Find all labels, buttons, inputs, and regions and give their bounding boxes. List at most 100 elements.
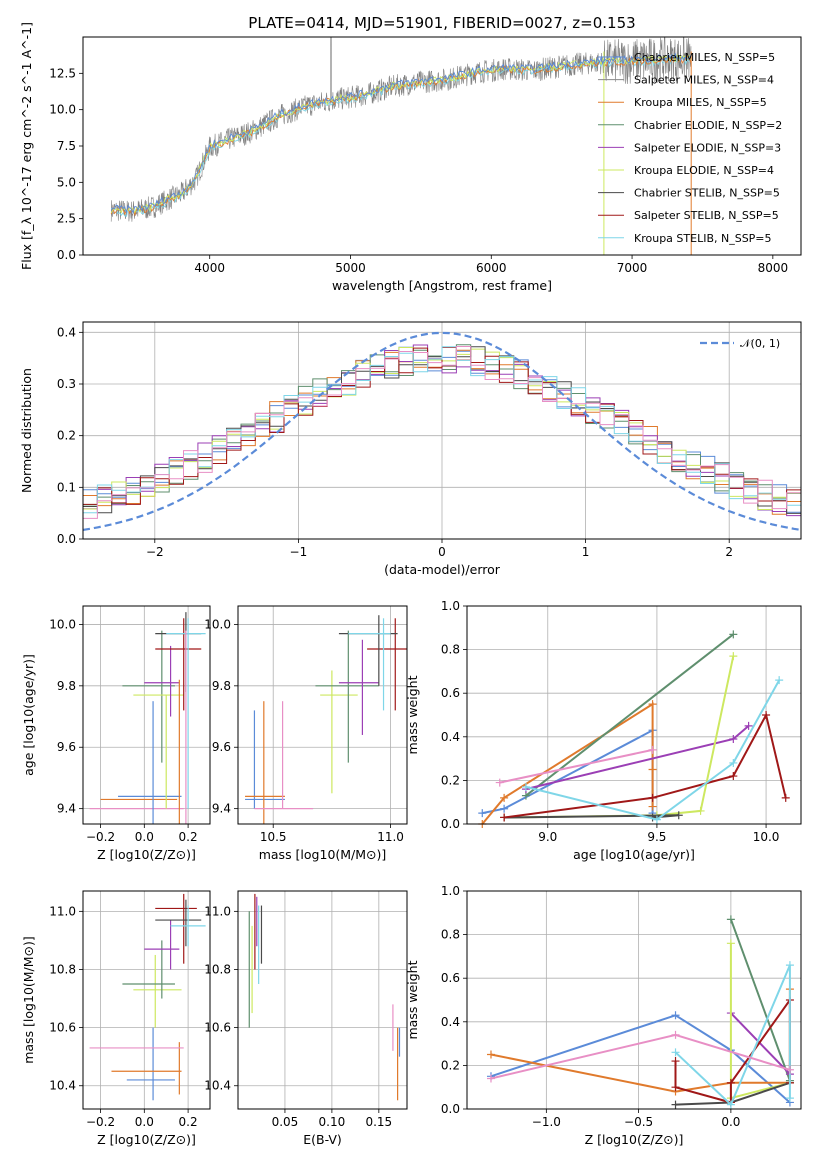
legend-label: Salpeter STELIB, N_SSP=5 (634, 209, 779, 222)
y-tick-label: 0.0 (57, 532, 76, 546)
weight-series-line (525, 679, 781, 821)
weight-series-line (490, 989, 791, 1093)
weight-vs-age-panel: 9.0 9.5 10.0 0.0 0.2 0.4 0.6 0.8 1.0 age [log10(a… (405, 599, 802, 862)
weight-point-marker (671, 1083, 680, 1092)
y-axis-label: mass weight (405, 675, 420, 754)
weight-series-line (525, 633, 734, 797)
x-tick-label: −1.0 (532, 1115, 561, 1129)
y-tick-label: 0.6 (441, 971, 460, 985)
weight-point-marker (729, 652, 738, 661)
plot-frame (466, 605, 802, 825)
weight-point-marker (726, 1100, 735, 1109)
y-tick-label: 10.6 (204, 1021, 231, 1035)
x-tick-label: 1 (582, 545, 590, 559)
x-tick-label: 0.0 (135, 1115, 154, 1129)
y-tick-label: 0.0 (441, 1102, 460, 1116)
weight-point-marker (495, 778, 504, 787)
y-tick-label: 0.3 (57, 377, 76, 391)
weight-point-marker (648, 802, 657, 811)
weight-point-marker (729, 734, 738, 743)
weight-point-marker (648, 700, 657, 709)
y-tick-label: 0.2 (441, 1058, 460, 1072)
legend-label: Salpeter MILES, N_SSP=4 (634, 74, 774, 87)
x-axis-label: (data-model)/error (384, 562, 501, 577)
weight-vs-metallicity-panel: −1.0 −0.5 0.0 0.0 0.2 0.4 0.6 0.8 1.0 Z [log10(Z/… (405, 884, 802, 1147)
legend-label: Chabrier STELIB, N_SSP=5 (634, 187, 780, 200)
y-tick-label: 9.4 (57, 802, 76, 816)
y-tick-label: 2.5 (57, 212, 76, 226)
x-tick-label: −0.5 (624, 1115, 653, 1129)
x-axis-label: Z [log10(Z/Z⊙)] (97, 847, 196, 862)
y-axis-label: Flux [f_λ 10^-17 erg cm^-2 s^-1 A^-1] (19, 22, 34, 270)
weight-point-marker (648, 793, 657, 802)
weight-point-marker (500, 793, 509, 802)
x-tick-label: 5000 (335, 261, 366, 275)
spectrum-title: PLATE=0414, MJD=51901, FIBERID=0027, z=0… (248, 14, 635, 32)
x-axis-label: wavelength [Angstrom, rest frame] (332, 278, 552, 293)
weight-point-marker (726, 939, 735, 948)
x-tick-label: 0.0 (721, 1115, 740, 1129)
x-axis-label: Z [log10(Z/Z⊙)] (97, 1132, 196, 1147)
plot-frame (466, 890, 802, 1110)
x-tick-label: 9.5 (647, 830, 666, 844)
weight-series-line (730, 1012, 791, 1075)
y-tick-label: 1.0 (441, 599, 460, 613)
weight-series-line (729, 918, 791, 1082)
weight-point-marker (648, 745, 657, 754)
weight-point-marker (781, 793, 790, 802)
weight-series-line (674, 964, 791, 1107)
y-tick-label: 10.0 (49, 617, 76, 631)
x-tick-label: −0.2 (86, 1115, 115, 1129)
y-tick-label: 0.8 (441, 928, 460, 942)
y-axis-label: mass [log10(M/M⊙)] (21, 936, 36, 1064)
legend-label: Kroupa MILES, N_SSP=5 (634, 96, 767, 109)
y-tick-label: 5.0 (57, 175, 76, 189)
y-tick-label: 10.0 (49, 103, 76, 117)
weight-point-marker (500, 804, 509, 813)
age-vs-metallicity-panel: −0.2 0.0 0.2 9.4 9.6 9.8 10.0 Z [log10(Z/Z⊙)] ag… (21, 605, 211, 862)
x-tick-label: 9.0 (538, 830, 557, 844)
weight-point-marker (486, 1050, 495, 1059)
histogram-step (82, 346, 802, 539)
x-tick-label: 10.5 (260, 830, 287, 844)
y-tick-label: 10.4 (204, 1079, 231, 1093)
age-vs-mass-panel: 10.5 11.0 9.4 9.6 9.8 10.0 mass [log10(M/M⊙)] (204, 605, 408, 862)
spectrum-panel: 4000 5000 6000 7000 8000 0.0 2.5 5.0 7.5 10.0 12.5… (19, 22, 802, 293)
y-tick-label: 7.5 (57, 139, 76, 153)
y-tick-label: 0.0 (57, 248, 76, 262)
model-spectrum-line (110, 52, 691, 215)
x-axis-label: mass [log10(M/M⊙)] (259, 847, 387, 862)
weight-point-marker (785, 961, 794, 970)
y-tick-label: 0.4 (441, 730, 460, 744)
legend-label: Salpeter ELODIE, N_SSP=3 (634, 141, 781, 154)
y-tick-label: 11.0 (49, 904, 76, 918)
weight-series-line (729, 943, 791, 1100)
y-tick-label: 0.1 (57, 480, 76, 494)
legend-label: 𝒩(0, 1) (740, 337, 780, 350)
spectrum-plot-area (110, 37, 692, 255)
x-axis-label: age [log10(age/yr)] (573, 847, 695, 862)
legend-label: Chabrier ELODIE, N_SSP=2 (634, 119, 782, 132)
weight-point-marker (521, 782, 530, 791)
y-axis-label: age [log10(age/yr)] (21, 654, 36, 776)
x-tick-label: 7000 (617, 261, 648, 275)
x-tick-label: 11.0 (377, 830, 404, 844)
x-axis-label: E(B-V) (303, 1132, 342, 1147)
x-tick-label: −0.2 (86, 830, 115, 844)
x-tick-label: 0.2 (179, 830, 198, 844)
x-tick-label: 0.05 (272, 1115, 299, 1129)
y-tick-label: 11.0 (204, 904, 231, 918)
y-tick-label: 12.5 (49, 66, 76, 80)
weight-series-line (490, 1014, 791, 1104)
x-axis-label: Z [log10(Z/Z⊙)] (585, 1132, 684, 1147)
weight-point-marker (671, 1100, 680, 1109)
weight-point-marker (671, 1048, 680, 1057)
weight-point-marker (729, 630, 738, 639)
weight-point-marker (762, 711, 771, 719)
plot-frame (82, 890, 211, 1110)
weight-point-marker (648, 765, 657, 774)
plot-frame (82, 605, 211, 825)
plot-frame (237, 890, 408, 1110)
y-tick-label: 10.8 (49, 962, 76, 976)
